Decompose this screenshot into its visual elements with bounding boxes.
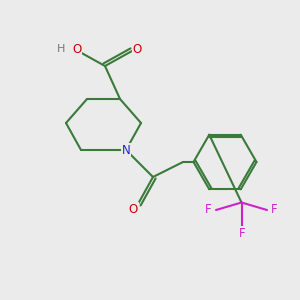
Text: O: O [72, 43, 81, 56]
Text: F: F [205, 203, 212, 216]
Text: F: F [271, 203, 278, 216]
Text: N: N [122, 143, 130, 157]
Text: F: F [239, 227, 246, 240]
Text: O: O [133, 43, 142, 56]
Text: H: H [57, 44, 66, 55]
Text: O: O [129, 203, 138, 216]
